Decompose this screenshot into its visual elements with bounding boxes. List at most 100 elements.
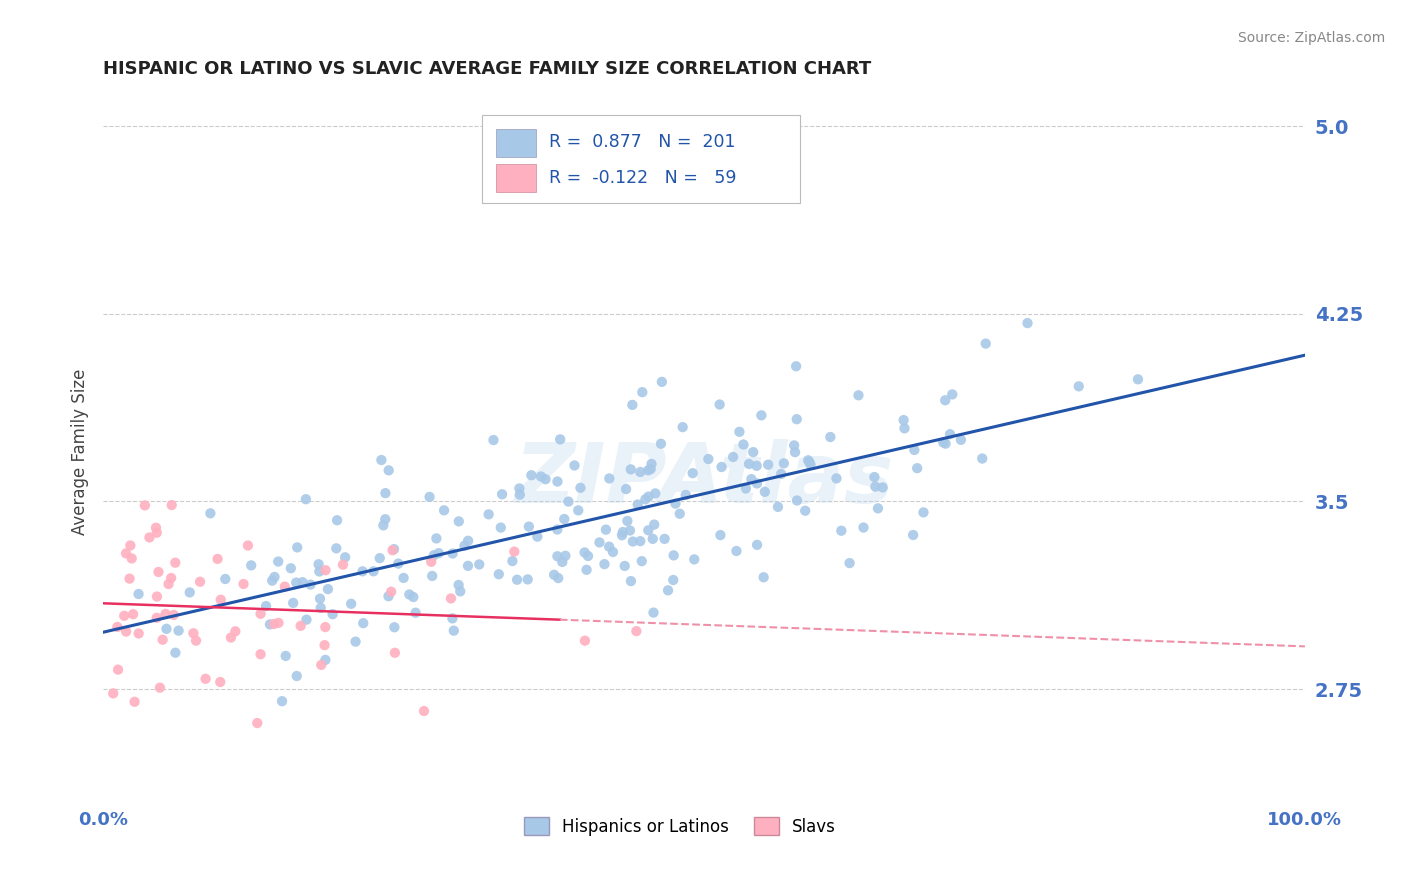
Point xyxy=(728,425,751,439)
Point xyxy=(405,606,427,620)
Point xyxy=(848,388,870,402)
Point xyxy=(352,616,374,631)
Point xyxy=(152,632,174,647)
Point xyxy=(240,558,263,573)
Point xyxy=(285,541,308,555)
Point xyxy=(612,524,634,539)
Point xyxy=(786,412,808,426)
Point xyxy=(308,565,330,579)
Point xyxy=(734,482,756,496)
Text: R =  -0.122   N =   59: R = -0.122 N = 59 xyxy=(548,169,737,186)
Point xyxy=(770,467,793,481)
Point xyxy=(733,437,755,451)
Point xyxy=(546,475,568,489)
Point xyxy=(299,577,322,591)
Point xyxy=(482,433,505,447)
Point xyxy=(637,490,659,504)
Point xyxy=(352,565,374,579)
Point xyxy=(314,620,336,634)
Point xyxy=(290,619,312,633)
Point xyxy=(598,471,620,485)
Point xyxy=(683,552,706,566)
Legend: Hispanics or Latinos, Slavs: Hispanics or Latinos, Slavs xyxy=(517,811,842,842)
Point xyxy=(893,421,915,435)
Point xyxy=(453,539,475,553)
Point xyxy=(188,574,211,589)
Point xyxy=(314,638,336,652)
Y-axis label: Average Family Size: Average Family Size xyxy=(72,368,89,534)
Point xyxy=(280,561,302,575)
Point xyxy=(905,461,928,475)
Point xyxy=(783,445,806,459)
Text: Source: ZipAtlas.com: Source: ZipAtlas.com xyxy=(1237,31,1385,45)
Point xyxy=(935,436,957,450)
Point xyxy=(295,613,318,627)
Point xyxy=(901,528,924,542)
Point xyxy=(441,547,464,561)
Point xyxy=(1126,372,1149,386)
Point xyxy=(316,582,339,596)
Point xyxy=(620,574,643,588)
Point xyxy=(447,578,470,592)
Point xyxy=(145,521,167,535)
Point xyxy=(433,503,456,517)
Point xyxy=(184,633,207,648)
Point xyxy=(662,549,685,563)
Point xyxy=(503,544,526,558)
Point xyxy=(640,457,662,471)
Point xyxy=(377,589,399,603)
Point xyxy=(627,498,650,512)
Point xyxy=(420,569,443,583)
Point xyxy=(488,567,510,582)
Point xyxy=(447,515,470,529)
Point xyxy=(209,592,232,607)
Point xyxy=(236,539,259,553)
Point xyxy=(381,543,404,558)
Point xyxy=(267,555,290,569)
Point xyxy=(457,558,479,573)
Point xyxy=(254,599,277,613)
Point xyxy=(548,433,571,447)
Point xyxy=(932,435,955,450)
Point xyxy=(742,445,765,459)
Point xyxy=(368,551,391,566)
Point xyxy=(183,626,205,640)
Point xyxy=(333,550,356,565)
Point xyxy=(283,596,305,610)
Point xyxy=(754,484,776,499)
Point xyxy=(626,624,648,639)
Point xyxy=(614,482,637,496)
Point xyxy=(709,397,731,411)
Point xyxy=(155,607,177,621)
Point xyxy=(134,499,156,513)
Point xyxy=(797,453,820,467)
Point xyxy=(628,534,651,549)
Point xyxy=(949,433,972,447)
Point xyxy=(752,570,775,584)
Point xyxy=(598,540,620,554)
Point xyxy=(449,584,471,599)
Point xyxy=(165,646,187,660)
Point xyxy=(654,532,676,546)
Point xyxy=(457,533,479,548)
Point xyxy=(420,555,443,569)
Point xyxy=(315,563,337,577)
Point xyxy=(115,546,138,560)
Point xyxy=(516,573,538,587)
Point xyxy=(547,571,569,585)
Point xyxy=(534,472,557,486)
Point xyxy=(138,531,160,545)
Point xyxy=(340,597,363,611)
Point xyxy=(107,663,129,677)
Point xyxy=(262,574,284,588)
Point xyxy=(651,375,673,389)
Point xyxy=(630,554,652,568)
Point xyxy=(628,465,651,479)
Point xyxy=(602,545,624,559)
Point xyxy=(621,534,644,549)
Point xyxy=(392,571,415,585)
Point xyxy=(274,648,297,663)
Point xyxy=(121,551,143,566)
Point xyxy=(382,620,405,634)
Point xyxy=(155,622,177,636)
